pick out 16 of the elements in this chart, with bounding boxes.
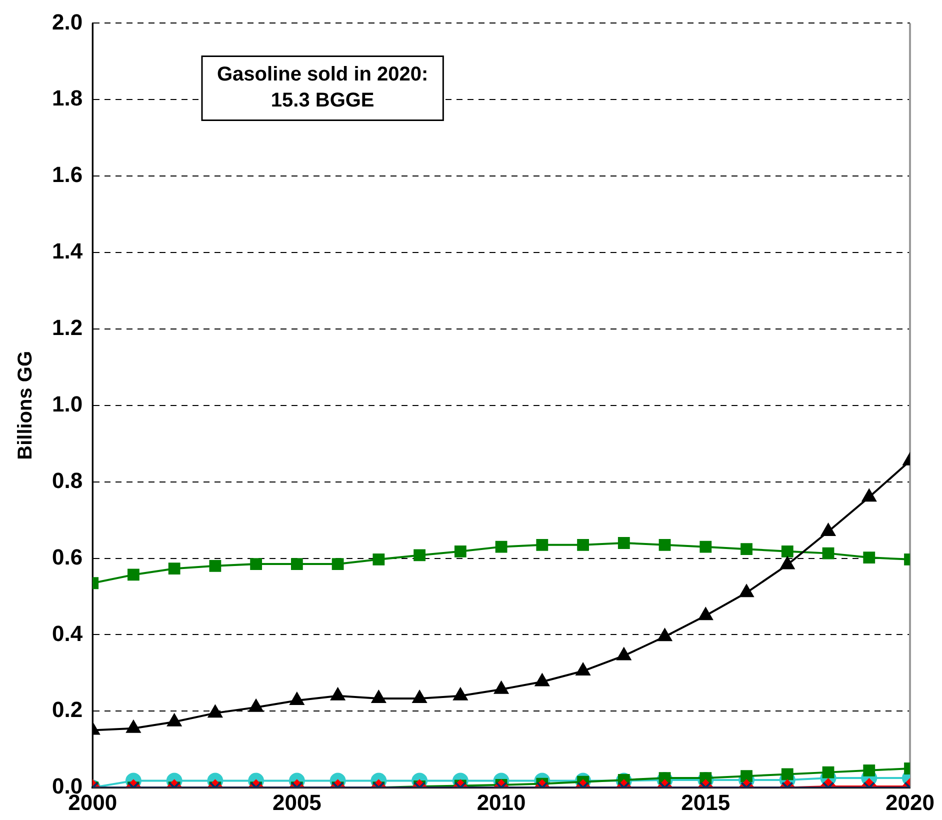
y-tick-label: 1.4 [52, 238, 84, 264]
y-tick-label: 0.4 [52, 620, 84, 646]
annotation: Gasoline sold in 2020: 15.3 BGGE [216, 64, 428, 112]
x-tick-label: 2015 [681, 790, 730, 815]
y-tick-label: 2.0 [52, 9, 83, 34]
y-tick-label: 0.6 [52, 544, 83, 570]
x-tick-label: 2010 [476, 790, 526, 815]
y-tick-label: 1.6 [52, 162, 83, 188]
x-tick-label: 2020 [886, 790, 934, 815]
y-tick-label: 1.8 [52, 86, 83, 111]
y-axis-title: Billions GG [14, 350, 37, 460]
y-tick-label: 0.8 [52, 468, 83, 493]
y-tick-label: 1.0 [52, 391, 83, 416]
y-tick-label: 0.2 [52, 697, 83, 722]
x-tick-label: 2005 [272, 790, 322, 815]
y-tick-label: 1.2 [52, 315, 83, 340]
